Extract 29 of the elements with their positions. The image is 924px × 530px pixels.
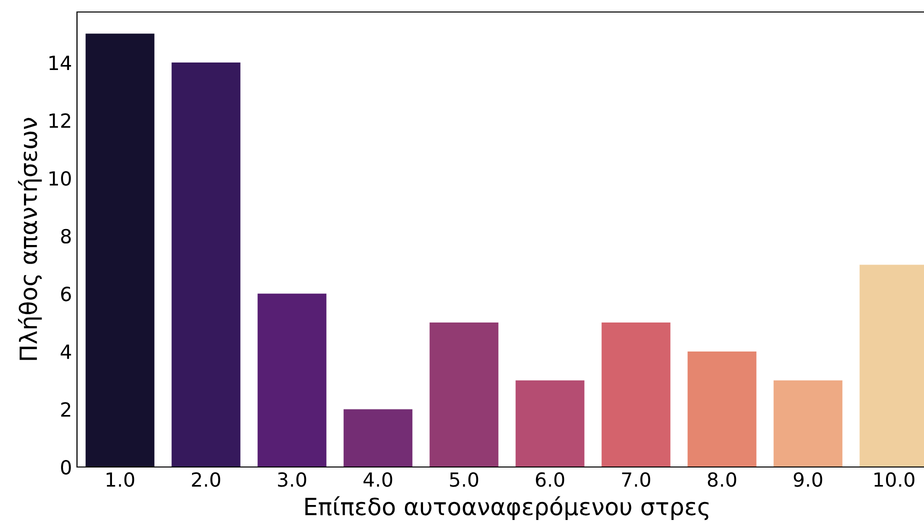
y-tick-label: 14: [50, 56, 72, 70]
y-tick-label: 8: [61, 228, 71, 244]
x-tick-label: 6.0: [536, 472, 564, 487]
y-tick-label: 10: [50, 171, 71, 186]
x-axis-title: Επίπεδο αυτοαναφερόμενου στρες: [305, 496, 709, 520]
y-tick-label: 4: [60, 344, 72, 359]
y-tick-label: 2: [61, 402, 70, 417]
bar: [774, 380, 842, 467]
x-tick-label: 7.0: [622, 472, 650, 487]
x-tick-label: 5.0: [450, 472, 478, 487]
y-tick-label: 0: [61, 460, 71, 475]
x-tick-label: 9.0: [794, 472, 822, 487]
bar: [344, 409, 412, 467]
bar: [258, 294, 326, 467]
x-tick-label: 4.0: [363, 472, 392, 487]
x-tick-label: 3.0: [278, 472, 306, 487]
x-tick-label: 10.0: [874, 472, 914, 487]
bar: [430, 322, 498, 467]
bar: [172, 62, 240, 467]
y-axis-title: Πλήθος απαντήσεων: [18, 118, 42, 360]
bar: [516, 380, 584, 467]
bar: [602, 322, 670, 467]
x-tick-label: 1.0: [106, 472, 134, 487]
bar: [86, 34, 154, 467]
x-tick-label: 8.0: [708, 472, 736, 487]
x-tick-label: 2.0: [192, 472, 220, 487]
y-tick-label: 6: [61, 286, 71, 302]
y-tick-label: 12: [50, 113, 70, 128]
bar: [688, 351, 756, 467]
